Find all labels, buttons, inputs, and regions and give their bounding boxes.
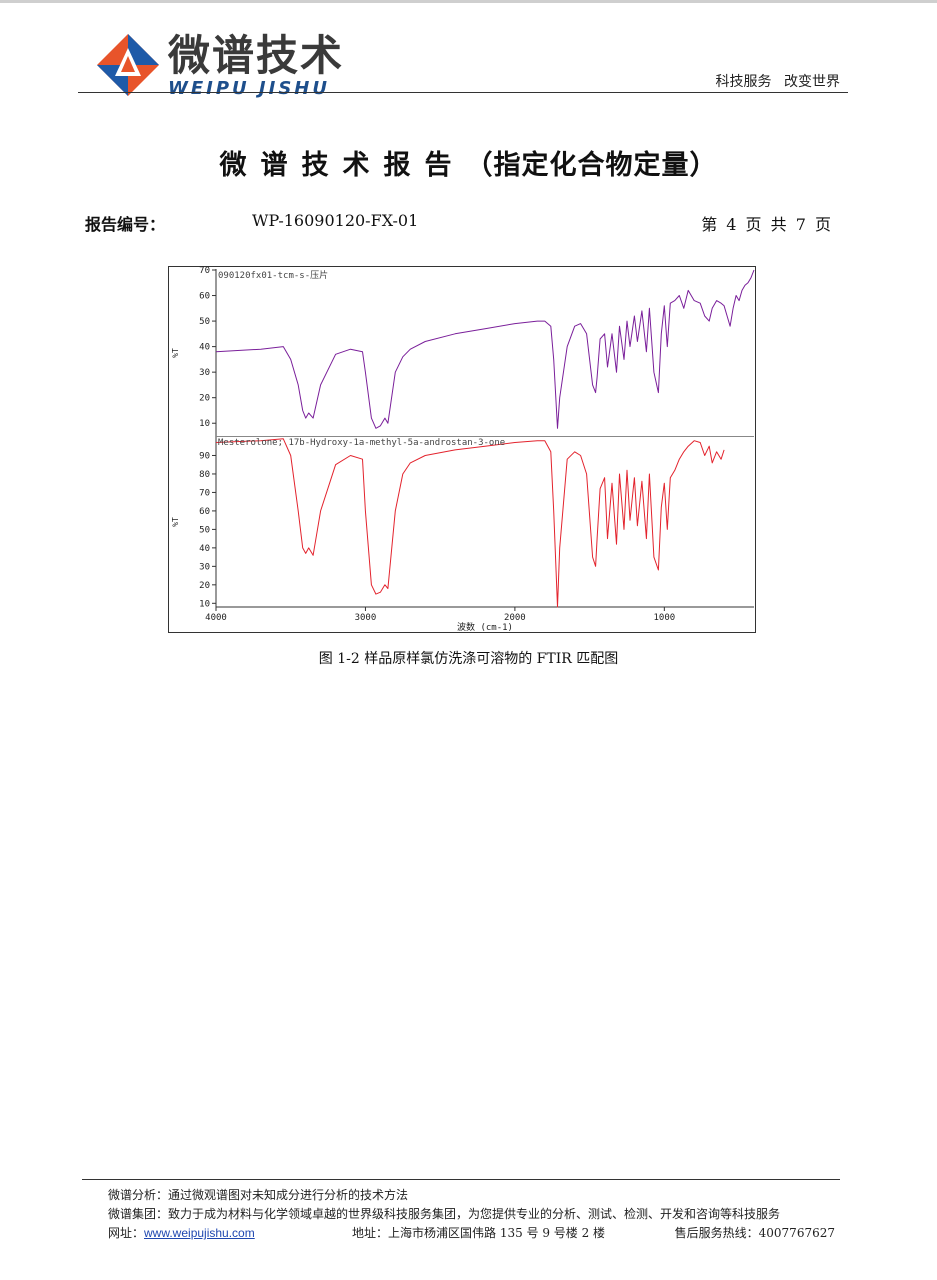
brand-name-cn: 微谱技术 (168, 31, 345, 80)
spectrum-line-1 (215, 269, 755, 429)
report-title-main: 微谱技术报告 (219, 150, 466, 181)
ftir-match-chart: 70 60 50 40 30 20 10 %T 090120fx01-tcm-s-压片 90 80 7… (168, 266, 756, 633)
y-tick-label: 20 (199, 394, 210, 404)
footer-hotline: 售后服务热线：4007767627 (674, 1226, 835, 1240)
y-tick-label: 30 (199, 562, 210, 572)
figure-caption: 图 1-2 样品原样氯仿洗涤可溶物的 FTIR 匹配图 (318, 651, 619, 667)
footer-website: 网址：www.weipujishu.com (108, 1224, 255, 1241)
footer-line-2: 微谱集团：致力于成为材料与化学领域卓越的世界级科技服务集团，为您提供专业的分析、… (108, 1207, 781, 1221)
y-tick-label: 80 (199, 470, 210, 480)
y-tick-label: 60 (199, 292, 210, 302)
y-tick-label: 10 (199, 419, 210, 429)
report-number-label: 报告编号： (85, 215, 166, 234)
y-tick-label: 40 (199, 343, 210, 353)
x-tick-label: 3000 (355, 613, 377, 623)
page-info: 第 4 页 共 7 页 (701, 215, 831, 234)
header-rule (78, 92, 848, 93)
footer-line-1: 微谱分析：通过微观谱图对未知成分进行分析的技术方法 (108, 1188, 409, 1202)
y-tick-label: 70 (199, 266, 210, 276)
footer-rule (82, 1179, 840, 1180)
y-axis-label: %T (171, 517, 180, 527)
x-tick-label: 4000 (205, 613, 227, 623)
y-tick-label: 60 (199, 507, 210, 517)
website-label: 网址： (108, 1226, 145, 1240)
y-tick-label: 50 (199, 525, 210, 535)
spectrum-title-1: 090120fx01-tcm-s-压片 (218, 269, 328, 281)
x-axis-label: 波数 (cm-1) (457, 621, 513, 633)
report-title-sub: （指定化合物定量） (465, 150, 718, 181)
top-border (0, 0, 937, 3)
report-title: 微谱技术报告（指定化合物定量） (0, 143, 937, 182)
y-tick-label: 40 (199, 544, 210, 554)
footer-address: 地址：上海市杨浦区国伟路 135 号 9 号楼 2 楼 (352, 1226, 606, 1240)
x-tick-label: 2000 (504, 613, 526, 623)
y-tick-label: 70 (199, 488, 210, 498)
x-tick-label: 1000 (653, 613, 675, 623)
y-tick-label: 50 (199, 317, 210, 327)
spectrum-line-2 (215, 438, 725, 608)
brand-name-en: WEIPU JISHU (168, 78, 330, 99)
report-number-value: WP-16090120-FX-01 (252, 211, 419, 230)
website-link[interactable]: www.weipujishu.com (144, 1226, 255, 1240)
y-tick-label: 20 (199, 581, 210, 591)
weipu-logo-icon (97, 34, 159, 96)
y-tick-label: 30 (199, 368, 210, 378)
y-tick-label: 10 (199, 599, 210, 609)
y-tick-label: 90 (199, 451, 210, 461)
slogan: 科技服务 改变世界 (715, 74, 840, 90)
spectrum-title-2: Mesterolone; 17b-Hydroxy-1a-methyl-5a-an… (218, 438, 505, 448)
y-axis-label: %T (171, 348, 180, 358)
